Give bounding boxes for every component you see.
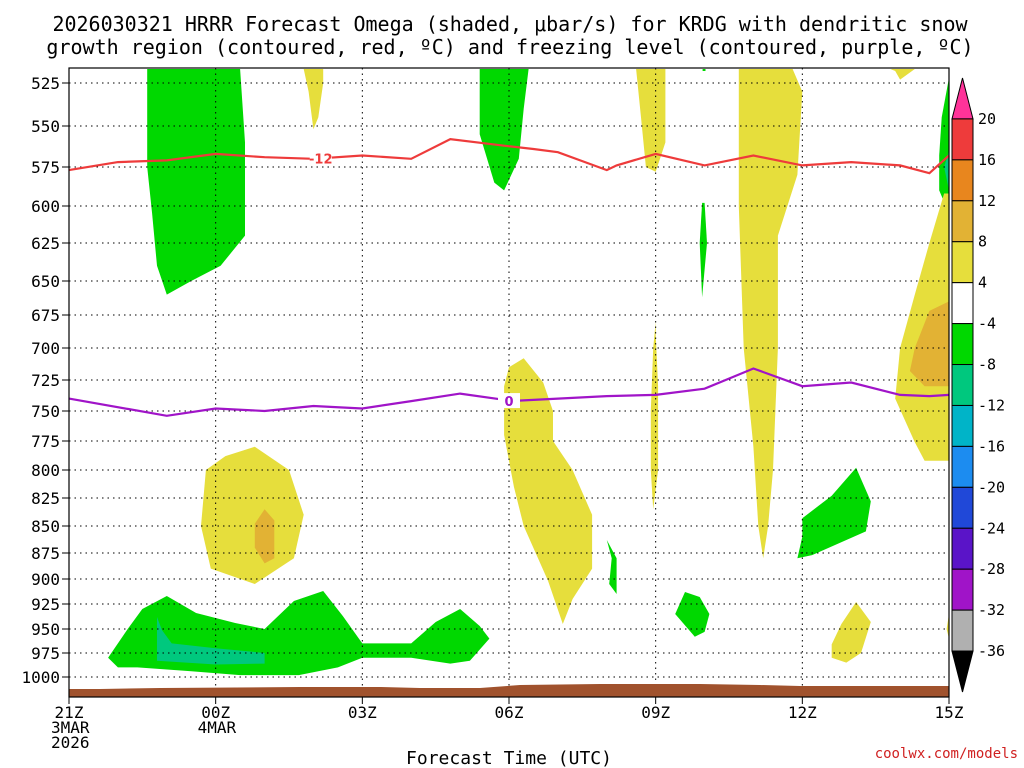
x-tick-label-0-1: 3MAR	[51, 718, 90, 737]
x-tick-label-12-0: 09Z	[641, 703, 670, 722]
omega-region--8-3	[699, 202, 707, 298]
colorbar-segment-8	[951, 404, 974, 447]
colorbar-label-7: -12	[978, 396, 1005, 414]
credit-link[interactable]: coolwx.com/models	[875, 746, 1018, 762]
colorbar-label-0: 20	[978, 110, 996, 128]
x-tick-label-15-0: 12Z	[788, 703, 817, 722]
colorbar-segment-13	[951, 609, 974, 652]
omega-region-8-21	[254, 509, 275, 564]
omega-region-4-15	[650, 321, 659, 510]
ground-terrain-band	[69, 684, 949, 697]
y-tick-label-750: 750	[31, 402, 60, 421]
y-tick-label-800: 800	[31, 461, 60, 480]
colorbar-label-13: -36	[978, 642, 1005, 660]
colorbar-legend: 20 16 12 8 4 -4 -8 -12 -16 -20 -24 -28 -32 -36	[951, 77, 1005, 693]
colorbar-segment-5	[951, 282, 974, 325]
colorbar-segment-3	[951, 200, 974, 243]
y-tick-label-875: 875	[31, 544, 60, 563]
y-tick-label-1000: 1000	[21, 668, 60, 687]
omega-region--8-2	[702, 69, 706, 71]
colorbar-label-3: 8	[978, 233, 987, 251]
colorbar-bottom-triangle	[951, 650, 974, 693]
y-tick-label-550: 550	[31, 117, 60, 136]
colorbar-segment-7	[951, 364, 974, 406]
y-tick-label-725: 725	[31, 371, 60, 390]
omega-region-4-18	[895, 193, 949, 461]
freezing-level-line-label: 0	[504, 395, 513, 410]
colorbar-label-12: -32	[978, 601, 1005, 619]
omega-region--8-7	[797, 467, 871, 559]
omega-shaded-regions	[108, 69, 949, 676]
x-tick-label-3-1: 4MAR	[198, 718, 237, 737]
x-tick-label-6-0: 03Z	[348, 703, 377, 722]
y-tick-label-700: 700	[31, 339, 60, 358]
dgz-minus12c-line	[68, 137, 950, 175]
dgz-minus12c-line-label: -12	[309, 152, 333, 167]
omega-region--12-10	[944, 150, 949, 191]
chart-title-line-1: 2026030321 HRRR Forecast Omega (shaded, …	[52, 12, 968, 36]
colorbar-label-11: -28	[978, 560, 1005, 578]
colorbar-label-1: 16	[978, 151, 996, 169]
y-tick-label-650: 650	[31, 272, 60, 291]
colorbar-label-2: 12	[978, 192, 996, 210]
colorbar-segment-11	[951, 527, 974, 570]
colorbar-segment-4	[951, 241, 974, 284]
colorbar-segment-10	[951, 486, 974, 529]
colorbar-top-triangle	[951, 77, 974, 120]
omega-region--12-9	[157, 617, 265, 665]
omega-region-4-16	[504, 358, 593, 624]
omega-region--8-8	[606, 540, 617, 594]
freezing-level-line	[68, 367, 950, 417]
omega-region-4-17	[201, 446, 304, 584]
colorbar-label-9: -20	[978, 478, 1005, 496]
omega-region--8-4	[939, 77, 949, 214]
y-tick-label-575: 575	[31, 158, 60, 177]
omega-region-4-19	[831, 602, 871, 663]
omega-region-4-12	[636, 69, 666, 172]
y-tick-label-975: 975	[31, 644, 60, 663]
x-tick-label-0-0: 21Z	[55, 703, 84, 722]
omega-region--8-0	[147, 69, 245, 295]
colorbar-segment-6	[951, 323, 974, 366]
y-tick-label-600: 600	[31, 197, 60, 216]
omega-region--8-1	[479, 69, 529, 191]
x-tick-label-0-2: 2026	[51, 733, 90, 752]
y-tick-label-950: 950	[31, 620, 60, 639]
x-tick-label-9-0: 06Z	[495, 703, 524, 722]
x-tick-label-18-0: 15Z	[935, 703, 964, 722]
y-tick-label-925: 925	[31, 595, 60, 614]
colorbar-segment-2	[951, 159, 974, 202]
omega-region-4-14	[890, 69, 915, 80]
plot-area: -12 0 525 550 575 600 625 650 675 700 725 750 775 80…	[21, 67, 964, 752]
omega-region-4-13	[738, 69, 803, 559]
y-tick-label-900: 900	[31, 570, 60, 589]
x-tick-label-3-0: 00Z	[201, 703, 230, 722]
colorbar-label-8: -16	[978, 437, 1005, 455]
freezing-level-line-label-bg	[498, 393, 520, 409]
y-tick-label-775: 775	[31, 432, 60, 451]
colorbar-label-4: 4	[978, 274, 987, 292]
colorbar-segment-12	[951, 568, 974, 611]
colorbar-label-10: -24	[978, 519, 1005, 537]
y-tick-label-625: 625	[31, 234, 60, 253]
y-tick-label-675: 675	[31, 306, 60, 325]
omega-region--8-6	[675, 592, 710, 637]
omega-region-4-11	[303, 69, 324, 130]
y-tick-label-850: 850	[31, 517, 60, 536]
y-axis-ticks: 525 550 575 600 625 650 675 700 725 750 775 800 825 8…	[21, 74, 69, 687]
colorbar-label-5: -4	[978, 315, 996, 333]
y-tick-label-525: 525	[31, 74, 60, 93]
y-tick-label-825: 825	[31, 489, 60, 508]
colorbar-segment-1	[951, 118, 974, 161]
omega-region-8-22	[909, 301, 949, 387]
dgz-minus12c-line-label-bg	[309, 150, 332, 166]
chart-title-line-2: growth region (contoured, red, ºC) and f…	[46, 35, 973, 59]
colorbar-segment-9	[951, 445, 974, 488]
dotted-gridlines	[69, 68, 949, 697]
contour-lines: -12 0	[68, 137, 950, 417]
x-axis-label: Forecast Time (UTC)	[406, 748, 612, 768]
colorbar-label-6: -8	[978, 356, 996, 374]
